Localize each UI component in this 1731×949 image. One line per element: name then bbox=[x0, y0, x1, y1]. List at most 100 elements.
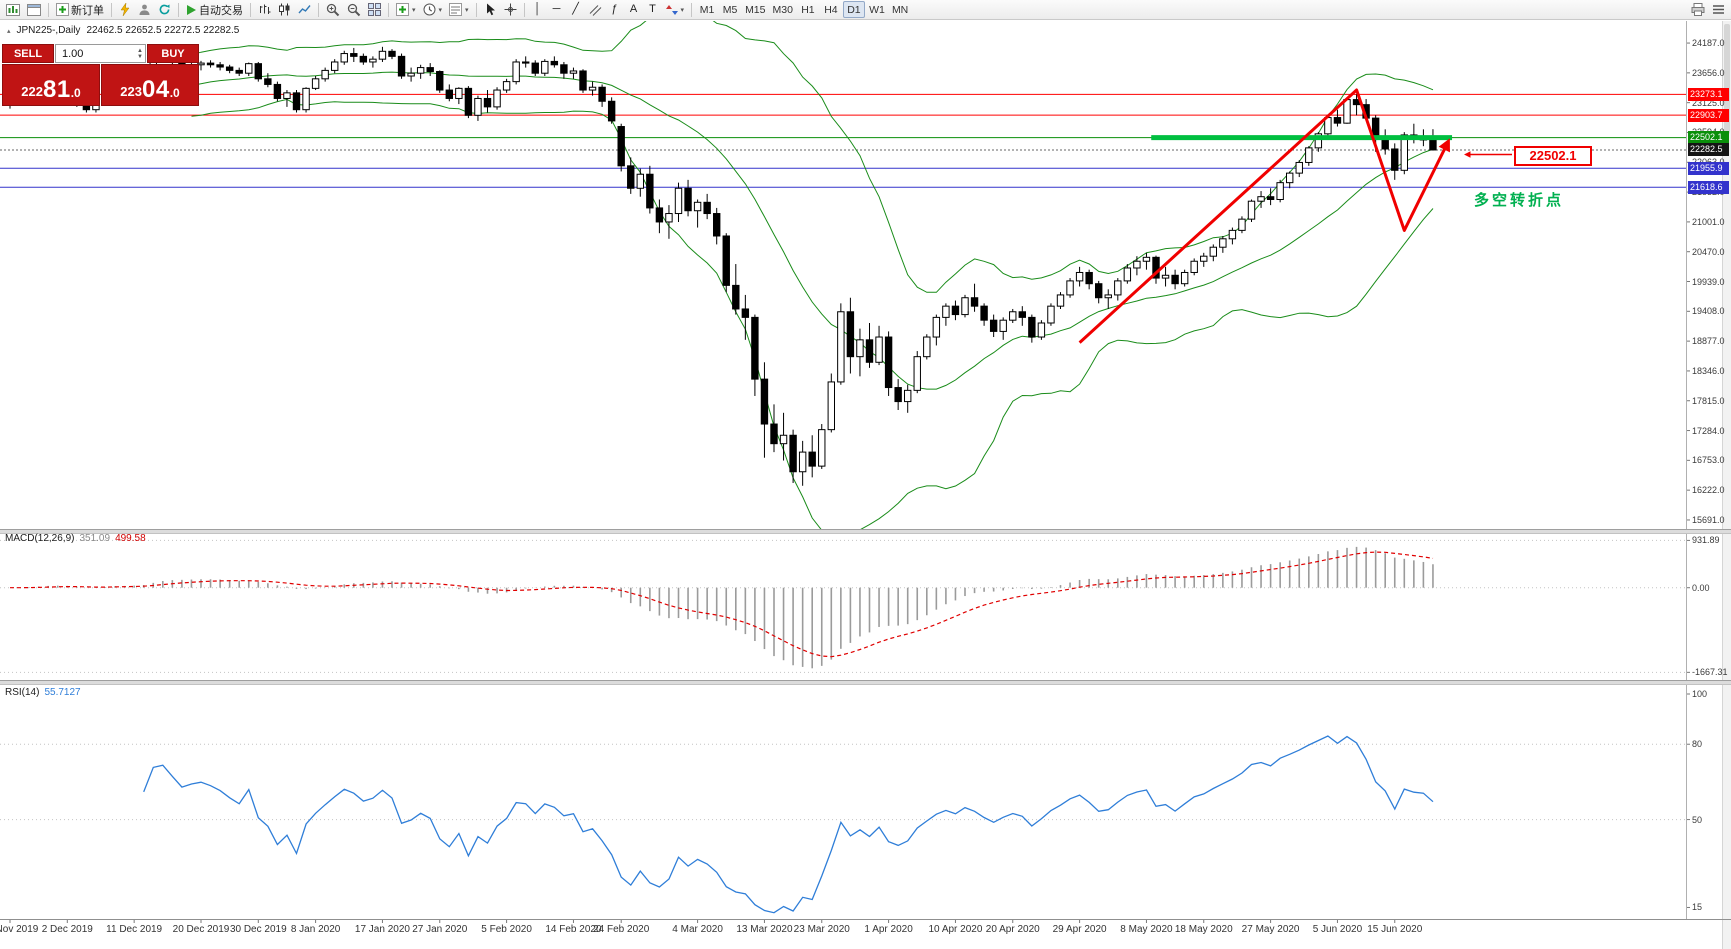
date-label: 20 Dec 2019 bbox=[172, 924, 230, 935]
candlestick-button[interactable] bbox=[275, 1, 294, 18]
timeframe-m15[interactable]: M15 bbox=[742, 1, 768, 18]
trade-panel-header: SELL 1.00 ▲ ▼ BUY bbox=[2, 44, 199, 63]
timeframe-m5[interactable]: M5 bbox=[719, 1, 741, 18]
cursor-button[interactable] bbox=[481, 1, 500, 18]
date-label: 17 Jan 2020 bbox=[354, 924, 410, 935]
line-chart-button[interactable] bbox=[295, 1, 314, 18]
new-order-button[interactable]: 新订单 bbox=[53, 1, 107, 18]
rsi-label: RSI(14) 55.7127 bbox=[5, 687, 81, 698]
date-label: 8 May 2020 bbox=[1120, 924, 1173, 935]
date-label: 29 Apr 2020 bbox=[1052, 924, 1107, 935]
templates-button[interactable]: ▾ bbox=[446, 1, 472, 18]
toolbar-separator bbox=[48, 2, 49, 17]
sell-price-head: 222 bbox=[21, 84, 43, 99]
macd-tick-label: 931.89 bbox=[1692, 535, 1720, 546]
scrollbar-thumb[interactable] bbox=[1724, 24, 1730, 134]
rsi-tick-label: 50 bbox=[1692, 814, 1703, 825]
price-tick-label: 24187.0 bbox=[1692, 38, 1725, 49]
timeframe-w1[interactable]: W1 bbox=[866, 1, 888, 18]
price-tick-label: 23125.0 bbox=[1692, 97, 1725, 108]
sell-button[interactable]: SELL bbox=[2, 44, 54, 63]
horizontal-line-tool[interactable]: ─ bbox=[548, 1, 566, 18]
community-icon[interactable] bbox=[135, 1, 154, 18]
buy-price-button[interactable]: 223 04.0 bbox=[101, 64, 199, 106]
vertical-line-tool[interactable]: │ bbox=[529, 1, 547, 18]
trend-arrow[interactable] bbox=[1078, 88, 1450, 344]
trendline-tool[interactable]: ╱ bbox=[567, 1, 585, 18]
new-order-label: 新订单 bbox=[71, 4, 104, 17]
timeframe-m1[interactable]: M1 bbox=[696, 1, 718, 18]
zoom-in-button[interactable] bbox=[323, 1, 343, 18]
date-label: 24 Feb 2020 bbox=[593, 924, 650, 935]
symbol-ohlc: 22462.5 22652.5 22272.5 22282.5 bbox=[86, 25, 240, 36]
autotrading-button[interactable]: 自动交易 bbox=[183, 1, 246, 18]
sell-price-button[interactable]: 222 81.0 bbox=[2, 64, 100, 106]
arrows-tool[interactable]: ▾ bbox=[663, 1, 688, 18]
buy-price-big: 04 bbox=[141, 76, 170, 103]
macd-tick-label: 0.00 bbox=[1692, 582, 1710, 593]
timeframe-h4[interactable]: H4 bbox=[820, 1, 842, 18]
price-tick-label: 16753.0 bbox=[1692, 455, 1725, 466]
periods-button[interactable]: ▾ bbox=[420, 1, 446, 18]
date-axis-line bbox=[0, 919, 1731, 920]
pane-splitter-macd[interactable] bbox=[0, 529, 1731, 534]
text-tool[interactable]: A bbox=[625, 1, 643, 18]
chart-window-icon[interactable] bbox=[24, 1, 44, 18]
tile-windows-button[interactable] bbox=[365, 1, 384, 18]
price-tick-label: 21001.0 bbox=[1692, 216, 1725, 227]
date-label: 14 Feb 2020 bbox=[545, 924, 602, 935]
chevron-down-icon: ▾ bbox=[412, 6, 416, 14]
refresh-icon[interactable] bbox=[155, 1, 174, 18]
zoom-out-button[interactable] bbox=[344, 1, 364, 18]
channel-tool[interactable] bbox=[586, 1, 605, 18]
date-label: 18 May 2020 bbox=[1174, 924, 1233, 935]
symbol-dropdown-icon[interactable]: ▴ bbox=[7, 27, 11, 35]
macd-pane bbox=[0, 539, 1686, 673]
crosshair-button[interactable] bbox=[501, 1, 520, 18]
macd-histogram bbox=[18, 546, 1434, 669]
price-line-label: 22903.7 bbox=[1688, 108, 1729, 122]
chart-icon[interactable] bbox=[3, 1, 23, 18]
date-label: 4 Mar 2020 bbox=[672, 924, 723, 935]
volume-input[interactable]: 1.00 ▲ ▼ bbox=[55, 44, 146, 63]
label-icon: T bbox=[649, 3, 656, 15]
timeframe-mn[interactable]: MN bbox=[889, 1, 911, 18]
window-list-icon[interactable] bbox=[1709, 1, 1728, 18]
toolbar-separator bbox=[388, 2, 389, 17]
volume-spinner[interactable]: ▲ ▼ bbox=[137, 48, 143, 60]
printer-icon[interactable] bbox=[1688, 1, 1708, 18]
spinner-down-icon[interactable]: ▼ bbox=[137, 53, 143, 60]
price-tick-label: 15691.0 bbox=[1692, 514, 1725, 525]
spinner-up-icon[interactable]: ▲ bbox=[137, 47, 143, 54]
price-callout[interactable]: 22502.1 bbox=[1514, 146, 1592, 166]
macd-main-value: 351.09 bbox=[79, 533, 111, 544]
price-tick-label: 17284.0 bbox=[1692, 425, 1725, 436]
date-label: 2 Dec 2019 bbox=[41, 924, 93, 935]
toolbar-separator bbox=[691, 2, 693, 17]
date-label: 22 Nov 2019 bbox=[0, 924, 39, 935]
lightning-icon[interactable] bbox=[116, 1, 134, 18]
bar-chart-button[interactable] bbox=[255, 1, 274, 18]
timeframe-m30[interactable]: M30 bbox=[770, 1, 796, 18]
price-line-label: 22502.1 bbox=[1688, 131, 1729, 145]
timeframe-d1[interactable]: D1 bbox=[842, 1, 865, 18]
fibonacci-tool[interactable]: ƒ bbox=[606, 1, 624, 18]
turning-point-note[interactable]: 多空转折点 bbox=[1474, 192, 1565, 209]
trade-panel-prices: 222 81.0 223 04.0 bbox=[2, 64, 199, 106]
date-label: 11 Dec 2019 bbox=[106, 924, 163, 935]
text-icon: A bbox=[629, 3, 638, 15]
toolbar-separator bbox=[318, 2, 319, 17]
candlestick-series bbox=[6, 46, 1437, 486]
buy-button[interactable]: BUY bbox=[147, 44, 199, 63]
buy-price-head: 223 bbox=[120, 84, 142, 99]
label-tool[interactable]: T bbox=[644, 1, 662, 18]
indicators-button[interactable]: ▾ bbox=[393, 1, 419, 18]
date-label: 1 Apr 2020 bbox=[864, 924, 913, 935]
macd-name: MACD(12,26,9) bbox=[5, 533, 75, 544]
date-label: 27 May 2020 bbox=[1241, 924, 1300, 935]
pane-splitter-rsi[interactable] bbox=[0, 680, 1731, 685]
right-scrollbar[interactable] bbox=[1722, 21, 1731, 949]
timeframe-h1[interactable]: H1 bbox=[797, 1, 819, 18]
